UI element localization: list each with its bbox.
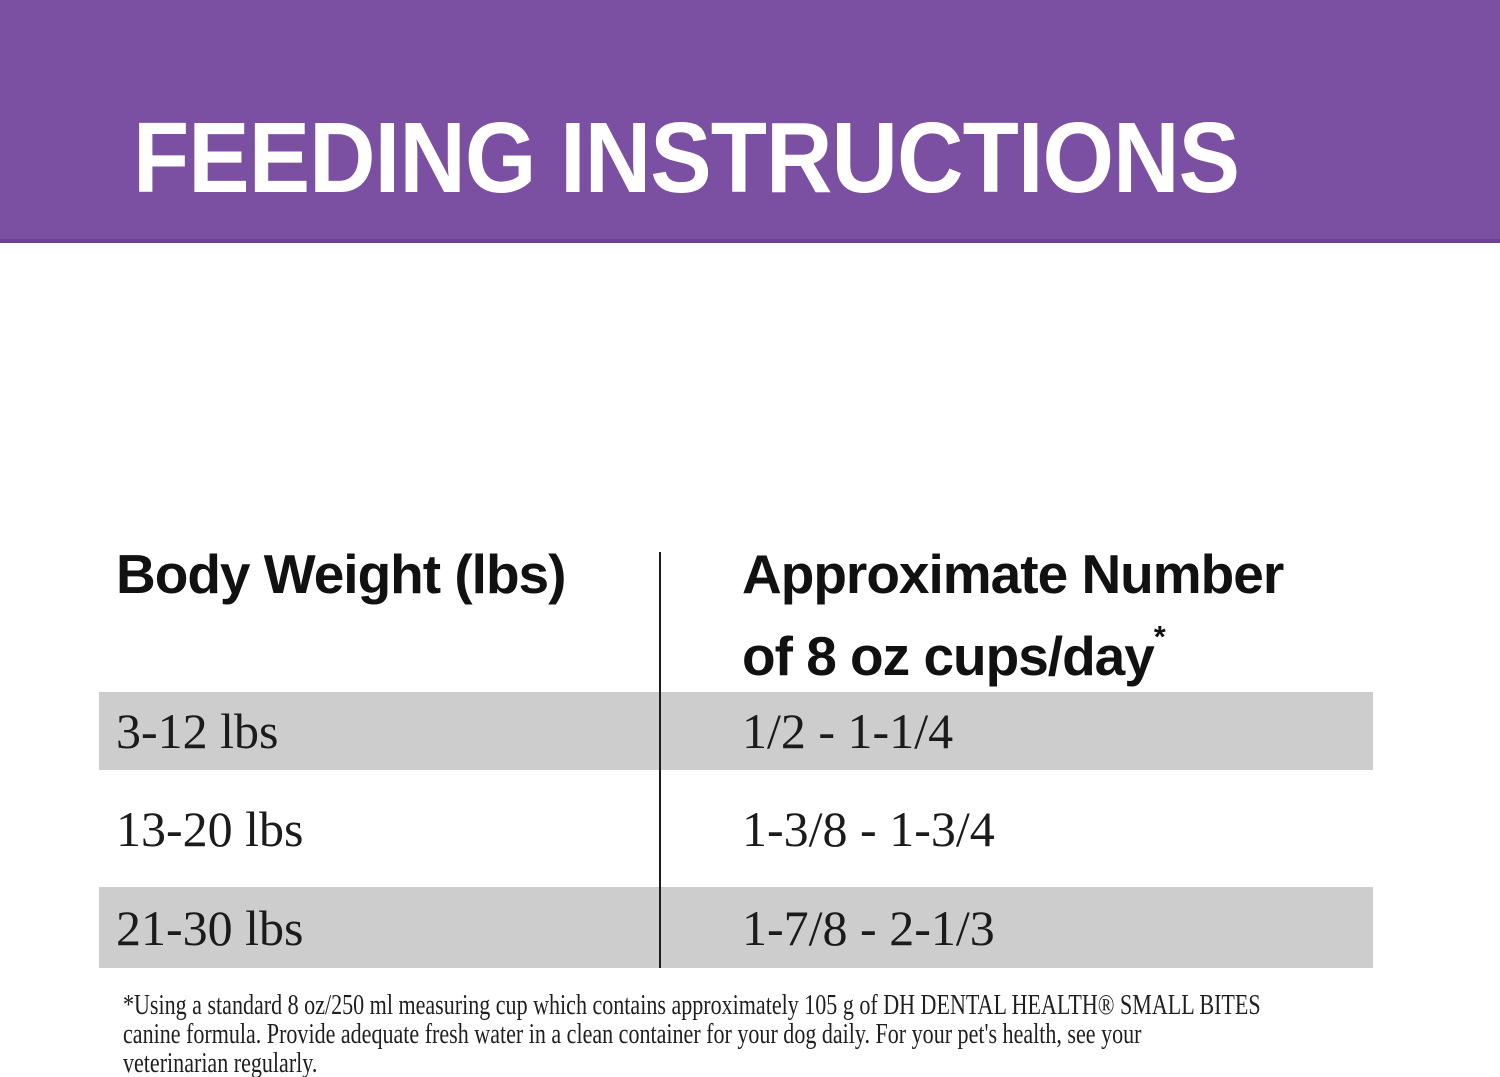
feeding-table: Body Weight (lbs) Approximate Number of … (99, 543, 1373, 968)
table-row: 21-30 lbs 1-7/8 - 2-1/3 (99, 887, 1373, 968)
body-weight-value: 13-20 lbs (116, 800, 304, 857)
cups-per-day-value: 1/2 - 1-1/4 (742, 703, 954, 759)
cups-per-day-value: 1-3/8 - 1-3/4 (742, 800, 995, 857)
footnote-asterisk-marker: * (1153, 621, 1166, 654)
footnote-line: canine formula. Provide adequate fresh w… (123, 1018, 1142, 1050)
column-header-body-weight: Body Weight (lbs) (116, 543, 566, 605)
cups-per-day-value: 1-7/8 - 2-1/3 (742, 899, 995, 956)
column-divider-line (659, 552, 661, 968)
footnote-line: *Using a standard 8 oz/250 ml measuring … (123, 989, 1261, 1021)
footnote-line: veterinarian regularly. (123, 1047, 318, 1077)
column-header-cups-per-day: Approximate Number of 8 oz cups/day* (742, 543, 1284, 688)
page-title: FEEDING INSTRUCTIONS (133, 102, 1240, 214)
banner: FEEDING INSTRUCTIONS (0, 0, 1500, 243)
column-header-cups-line1: Approximate Number (742, 543, 1284, 605)
column-header-cups-line2: of 8 oz cups/day (742, 625, 1155, 687)
table-header-row: Body Weight (lbs) Approximate Number of … (99, 543, 1373, 692)
body-weight-value: 21-30 lbs (116, 899, 304, 956)
table-row: 13-20 lbs 1-3/8 - 1-3/4 (99, 770, 1373, 887)
body-weight-value: 3-12 lbs (116, 703, 279, 759)
footnote: *Using a standard 8 oz/250 ml measuring … (123, 991, 1261, 1077)
table-row: 3-12 lbs 1/2 - 1-1/4 (99, 692, 1373, 770)
